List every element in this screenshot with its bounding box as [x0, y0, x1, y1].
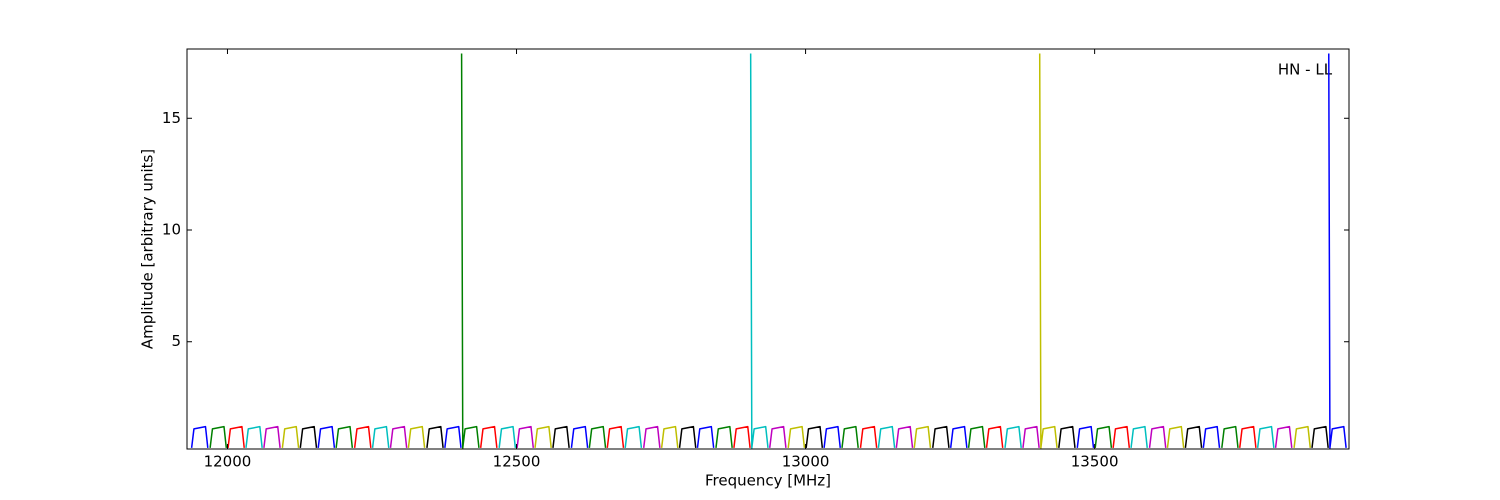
spectrum-line [209, 53, 1239, 449]
spectrum-line [263, 425, 1293, 448]
spectrum-line [227, 425, 1257, 448]
x-tick-label: 12000 [204, 453, 252, 471]
spectrum-line [245, 53, 1275, 449]
y-tick-label: 5 [171, 332, 181, 350]
x-tick-label: 13500 [1071, 453, 1119, 471]
spectrum-line [281, 53, 1312, 449]
y-tick-label: 15 [162, 109, 181, 127]
x-tick-label: 12500 [493, 453, 541, 471]
plot-frame [186, 48, 1350, 450]
y-tick-label: 10 [162, 221, 181, 239]
spectrum-line [299, 425, 1329, 448]
x-tick-label: 13000 [782, 453, 830, 471]
annotation: HN - LL [1278, 61, 1333, 79]
y-axis-label: Amplitude [arbitrary units] [139, 149, 157, 349]
x-axis-label: Frequency [MHz] [705, 472, 831, 490]
spectrum-line [190, 53, 1347, 449]
